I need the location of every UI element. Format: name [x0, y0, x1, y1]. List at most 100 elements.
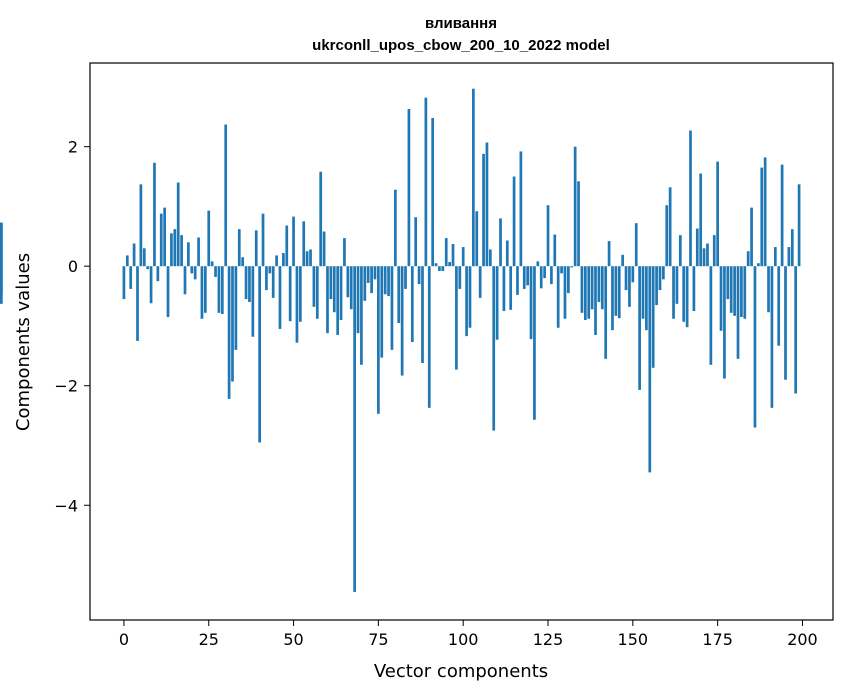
bar-192 — [773, 247, 777, 267]
bar-22 — [197, 237, 200, 267]
bar-69 — [356, 266, 360, 334]
bar-68 — [353, 266, 356, 592]
bar-55 — [309, 249, 312, 267]
bar-102 — [468, 266, 472, 328]
bar-87 — [417, 266, 421, 285]
bar-156 — [651, 266, 655, 368]
bar-83 — [404, 266, 407, 289]
bar-175 — [716, 161, 719, 267]
bar-125 — [546, 205, 550, 267]
bar-98 — [455, 266, 458, 370]
bar-97 — [451, 244, 455, 267]
x-tick-label: 75 — [368, 630, 388, 649]
bar-161 — [668, 187, 672, 267]
bar-64 — [339, 266, 343, 320]
bar-67 — [349, 266, 353, 310]
bar-131 — [567, 266, 570, 294]
bar-96 — [448, 262, 451, 267]
bar-152 — [638, 266, 641, 390]
bar-121 — [533, 266, 536, 420]
x-axis-ticks: 0 25 50 75 100 125 150 175 200 — [119, 620, 818, 649]
bar-42 — [265, 266, 268, 291]
bar-181 — [736, 266, 740, 359]
bar-149 — [628, 266, 631, 307]
bar-173 — [709, 266, 713, 365]
bar-66 — [346, 266, 350, 298]
bar-172 — [706, 243, 709, 267]
bar-179 — [729, 266, 733, 313]
bar-155 — [648, 266, 652, 473]
bar-165 — [682, 266, 686, 322]
bar-177 — [723, 266, 726, 379]
bar-65 — [343, 238, 346, 267]
bar-118 — [522, 266, 526, 289]
bar-188 — [760, 167, 764, 267]
bar-75 — [377, 266, 380, 414]
bar-195 — [784, 266, 787, 380]
bar-46 — [278, 266, 282, 329]
bar-47 — [282, 253, 285, 267]
bar-77 — [383, 266, 387, 295]
bar-157 — [655, 266, 658, 306]
chart-title-line2: ukrconll_upos_cbow_200_10_2022 model — [312, 37, 610, 54]
bar-106 — [482, 153, 485, 267]
bar-26 — [210, 261, 214, 267]
bar-128 — [556, 266, 560, 328]
bar-103 — [472, 88, 475, 267]
bar-80 — [393, 189, 397, 267]
bar-101 — [465, 266, 468, 337]
x-tick-label: 100 — [448, 630, 479, 649]
bar-99 — [458, 266, 462, 289]
bar-112 — [502, 266, 506, 312]
bar-82 — [400, 266, 404, 376]
bar-140 — [597, 266, 601, 303]
bar-49 — [288, 266, 292, 322]
bar-142 — [604, 266, 608, 359]
bar-33 — [234, 266, 238, 350]
bar-89 — [424, 97, 428, 267]
bar-194 — [780, 164, 784, 267]
bar-32 — [231, 266, 234, 382]
bar-132 — [570, 266, 574, 268]
bar-191 — [770, 266, 774, 408]
bar-37 — [248, 266, 251, 303]
bar-187 — [757, 263, 760, 267]
x-tick-label: 25 — [199, 630, 219, 649]
bar-182 — [740, 266, 743, 317]
bar-35 — [241, 257, 245, 267]
bar-169 — [695, 228, 699, 267]
bar-31 — [227, 266, 231, 399]
bar-72 — [366, 266, 370, 283]
bar-39 — [254, 230, 258, 267]
y-axis-label: Components values — [13, 253, 34, 431]
bar-56 — [312, 266, 316, 307]
bar-1 — [125, 255, 129, 267]
bar-12 — [163, 207, 166, 267]
bar-138 — [590, 266, 594, 310]
bar-15 — [173, 229, 177, 267]
bar-123 — [539, 266, 543, 289]
bar-114 — [509, 266, 513, 310]
bar-119 — [526, 266, 530, 286]
bar-58 — [319, 171, 323, 267]
bar-2 — [129, 266, 133, 289]
bar-171 — [702, 248, 706, 267]
bar-184 — [746, 251, 750, 267]
bar-38 — [251, 266, 255, 337]
bar-84 — [407, 109, 411, 267]
bar-44 — [271, 266, 275, 298]
bar-14 — [170, 233, 173, 267]
bar-88 — [421, 266, 424, 364]
bar-164 — [678, 235, 682, 267]
bar-85 — [410, 266, 414, 343]
x-tick-label: 150 — [618, 630, 649, 649]
bar-94 — [441, 266, 445, 271]
bar-36 — [244, 266, 248, 300]
bar-154 — [645, 266, 648, 331]
bar-162 — [672, 266, 675, 319]
bar-63 — [336, 266, 340, 335]
bar-19 — [187, 242, 190, 267]
bar-73 — [370, 266, 373, 294]
bar-109 — [492, 266, 496, 431]
bar-147 — [621, 254, 625, 267]
